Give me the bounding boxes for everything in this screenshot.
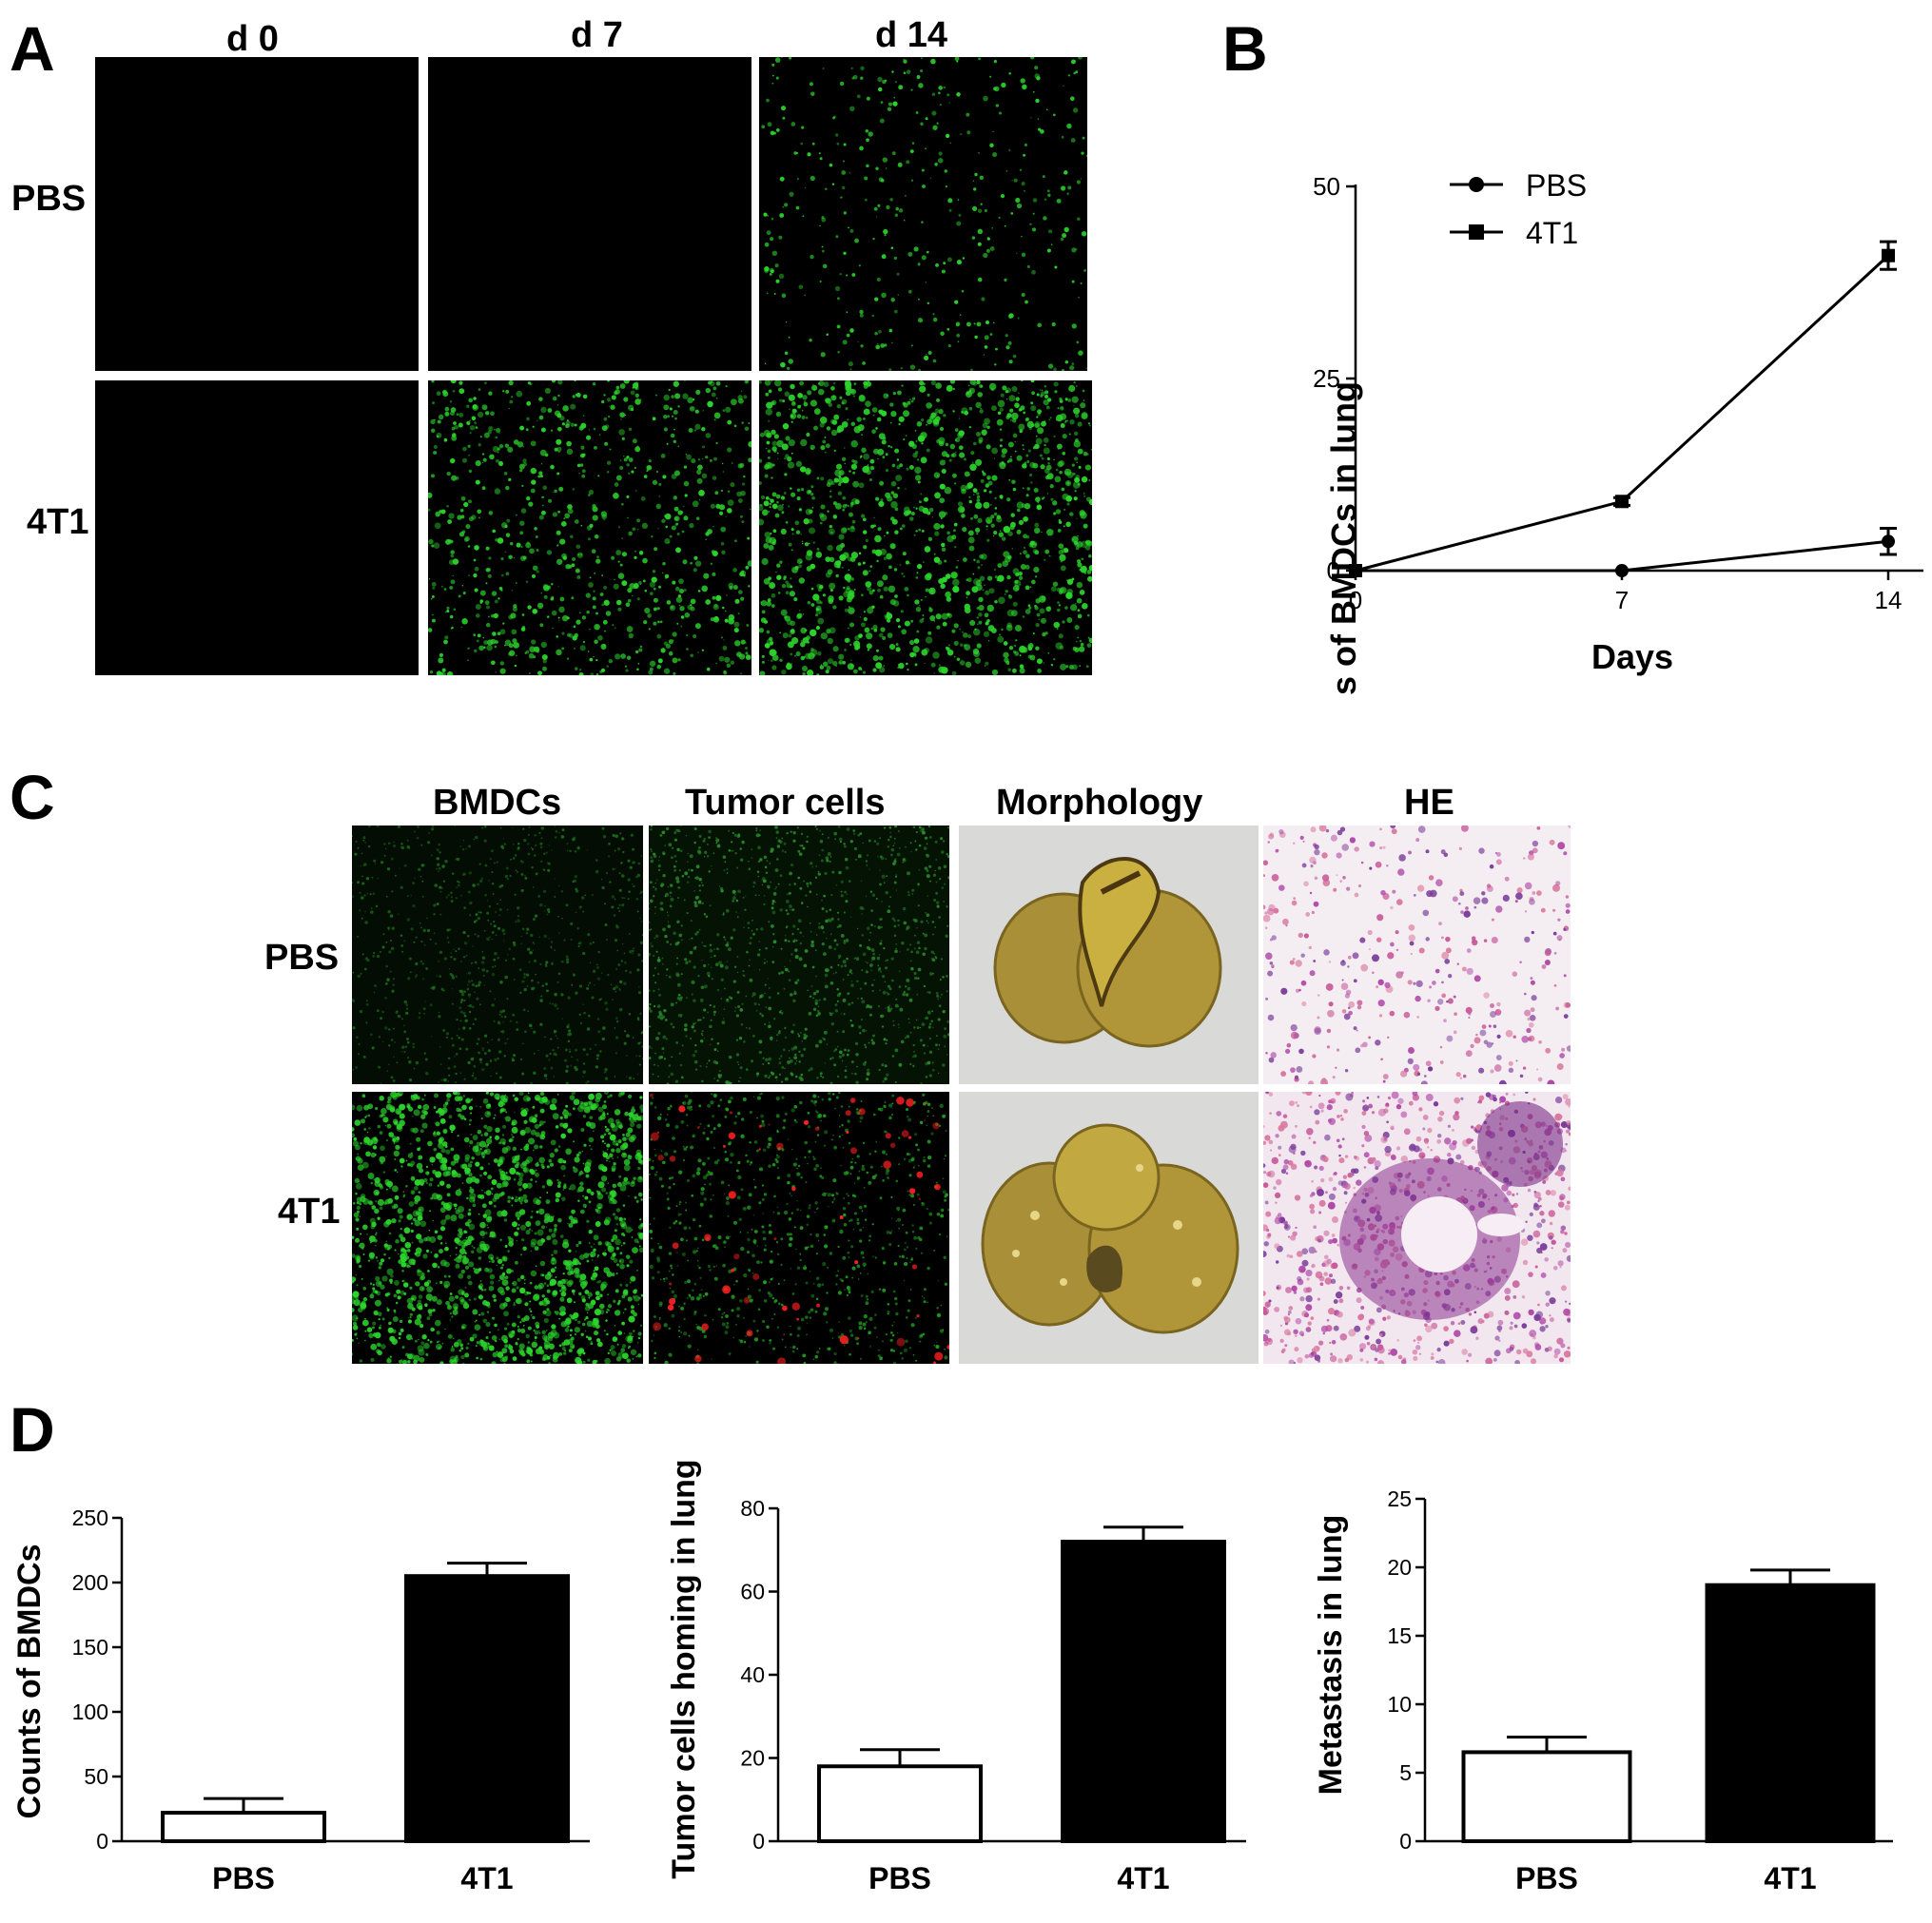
chart-D2-ytick-label: 0 bbox=[752, 1829, 765, 1854]
microscopy-a-4t1-d7 bbox=[428, 380, 751, 675]
lung-photo-pbs bbox=[959, 826, 1259, 1084]
panel-c-col-tumor-cells: Tumor cells bbox=[685, 783, 886, 823]
chart-b-legend-label: PBS bbox=[1526, 168, 1587, 203]
panel-c-col-morphology: Morphology bbox=[996, 783, 1203, 823]
chart-D2-bar-PBS bbox=[817, 1764, 983, 1843]
panel-c-row-pbs: PBS bbox=[264, 938, 340, 978]
chart-b-xtick-label: 7 bbox=[1615, 586, 1629, 614]
chart-b-legend-marker bbox=[1469, 224, 1484, 240]
chart-b-series-line-4T1 bbox=[1355, 254, 1890, 573]
microscopy-c-4t1-tumor bbox=[649, 1092, 949, 1364]
chart-D3-ytick-label: 10 bbox=[1387, 1692, 1412, 1717]
chart-b-ytick-label: 0 bbox=[1327, 556, 1340, 585]
microscopy-a-4t1-d14 bbox=[759, 380, 1092, 675]
chart-D1-ytick-label: 100 bbox=[72, 1700, 108, 1724]
chart-b-point-4T1 bbox=[1615, 495, 1629, 509]
chart-D2-ytick-label: 40 bbox=[740, 1662, 765, 1687]
chart-D1-bar-4T1 bbox=[404, 1574, 570, 1843]
chart-D2-xtick-label: 4T1 bbox=[1117, 1861, 1169, 1895]
bar-chart-d1: 0 50 100 150 200 250 PBS 4T1 Counts of BMDCs bbox=[11, 1505, 590, 1895]
chart-D1-ylabel: Counts of BMDCs bbox=[11, 1544, 48, 1819]
chart-b-ytick-label: 50 bbox=[1313, 172, 1340, 201]
chart-D2-ytick-label: 20 bbox=[740, 1746, 765, 1771]
chart-D2-xtick-label: PBS bbox=[868, 1861, 931, 1895]
microscopy-a-4t1-d0 bbox=[95, 380, 419, 675]
chart-b-point-PBS bbox=[1882, 534, 1895, 549]
chart-D1-ytick-label: 50 bbox=[84, 1764, 108, 1789]
panel-a-row-pbs: PBS bbox=[11, 179, 87, 219]
he-stain-4t1 bbox=[1263, 1092, 1571, 1364]
chart-D2-ytick-label: 60 bbox=[740, 1580, 765, 1604]
chart-b-point-PBS bbox=[1615, 564, 1629, 577]
microscopy-a-pbs-d0 bbox=[95, 57, 419, 371]
chart-b-xlabel: Days bbox=[1591, 637, 1673, 676]
chart-b-legend-label: 4T1 bbox=[1526, 216, 1578, 250]
lung-photo-4t1 bbox=[959, 1092, 1259, 1364]
panel-a-col-d14: d 14 bbox=[875, 15, 948, 55]
chart-D2-bar-4T1 bbox=[1061, 1540, 1226, 1843]
chart-b-xtick-label: 0 bbox=[1349, 586, 1362, 614]
microscopy-c-4t1-bmdcs bbox=[352, 1092, 643, 1364]
bar-chart-d2: 0 20 40 60 80 PBS 4T1 Tumor cells homing in lun… bbox=[666, 1459, 1246, 1895]
panel-c-col-bmdcs: BMDCs bbox=[433, 783, 562, 823]
chart-D3-xtick-label: 4T1 bbox=[1764, 1861, 1816, 1895]
chart-D2-ytick-label: 80 bbox=[740, 1496, 765, 1521]
microscopy-a-pbs-d14 bbox=[759, 57, 1087, 371]
chart-D2-ylabel: Tumor cells homing in lung bbox=[666, 1459, 702, 1878]
chart-D1-ytick-label: 150 bbox=[72, 1635, 108, 1660]
panel-a-col-d7: d 7 bbox=[571, 15, 623, 55]
chart-b-point-4T1 bbox=[1349, 564, 1362, 577]
chart-b-legend-marker bbox=[1469, 177, 1484, 192]
chart-D1-ytick-label: 200 bbox=[72, 1570, 108, 1595]
chart-D1-xtick-label: PBS bbox=[212, 1861, 275, 1895]
panel-a-col-d0: d 0 bbox=[226, 19, 279, 59]
microscopy-c-pbs-bmdcs bbox=[352, 826, 643, 1084]
chart-D1-ytick-label: 0 bbox=[96, 1829, 108, 1854]
panel-b-letter: B bbox=[1222, 13, 1268, 84]
chart-D1-bar-PBS bbox=[161, 1811, 326, 1843]
panel-c-col-he: HE bbox=[1404, 783, 1454, 823]
chart-b-point-4T1 bbox=[1882, 248, 1895, 262]
chart-D3-ytick-label: 25 bbox=[1387, 1486, 1412, 1511]
chart-D3-ytick-label: 0 bbox=[1399, 1829, 1412, 1854]
chart-b-xtick-label: 14 bbox=[1875, 586, 1903, 614]
chart-D3-ylabel: Metastasis in lung bbox=[1313, 1515, 1349, 1796]
chart-D3-bar-PBS bbox=[1461, 1750, 1632, 1843]
bar-chart-d3: 0 5 10 15 20 25 PBS 4T1 Metastasis in lung bbox=[1313, 1486, 1893, 1895]
panel-c-row-4t1: 4T1 bbox=[278, 1192, 341, 1232]
panel-d-letter: D bbox=[10, 1394, 55, 1465]
panel-c-letter: C bbox=[10, 762, 55, 832]
chart-D3-ytick-label: 20 bbox=[1387, 1555, 1412, 1580]
chart-b-ylabel: Counts of BMDCs in lung bbox=[1324, 381, 1363, 694]
chart-D3-xtick-label: PBS bbox=[1515, 1861, 1578, 1895]
microscopy-c-pbs-tumor bbox=[649, 826, 949, 1084]
chart-D1-xtick-label: 4T1 bbox=[460, 1861, 513, 1895]
he-stain-pbs bbox=[1263, 826, 1571, 1084]
chart-b-ytick-label: 25 bbox=[1313, 364, 1340, 393]
line-chart-b: Counts of BMDCs in lung Days 0 25 50 0 7 14 PB… bbox=[1313, 168, 1923, 694]
chart-D3-bar-4T1 bbox=[1705, 1583, 1876, 1843]
chart-D3-ytick-label: 15 bbox=[1387, 1623, 1412, 1648]
chart-D3-ytick-label: 5 bbox=[1399, 1760, 1412, 1785]
chart-D1-ytick-label: 250 bbox=[72, 1505, 108, 1530]
panel-a-letter: A bbox=[10, 13, 55, 84]
microscopy-a-pbs-d7 bbox=[428, 57, 751, 371]
panel-a-row-4t1: 4T1 bbox=[27, 502, 89, 542]
